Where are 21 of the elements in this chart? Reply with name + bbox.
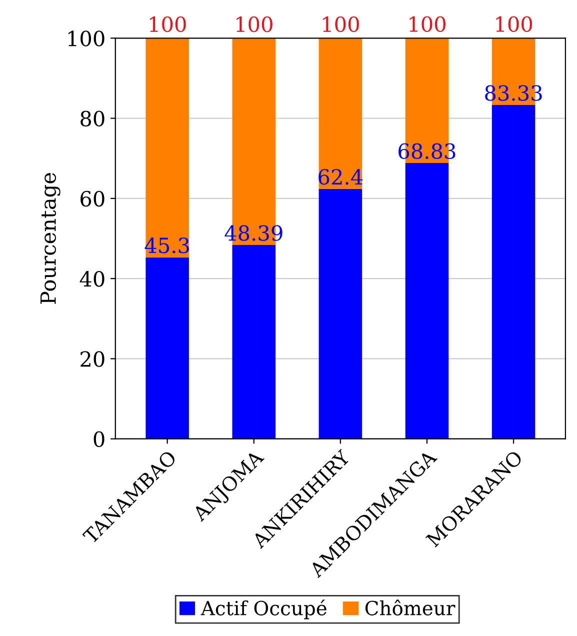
bar [146,38,189,258]
bar [146,257,189,439]
bar [318,38,362,189]
y-tick-label: 0 [94,431,104,448]
legend-label: Actif Occupé [200,600,326,620]
bar [405,163,449,439]
total-label: 100 [410,16,446,32]
bar [318,188,362,439]
legend-label: Chômeur [365,600,456,616]
bar [232,244,276,439]
total-label: 100 [236,16,272,32]
y-tick-label: 100 [68,30,104,46]
bar [492,104,536,439]
y-tick-label: 80 [80,110,104,127]
total-label: 100 [496,16,532,32]
total-label: 100 [323,16,359,32]
y-axis-title: Pourcentage [40,173,60,304]
total-label: 100 [150,16,186,32]
y-tick-label: 20 [80,351,104,367]
y-tick-label: 40 [80,271,104,287]
y-tick-label: 60 [80,190,104,207]
